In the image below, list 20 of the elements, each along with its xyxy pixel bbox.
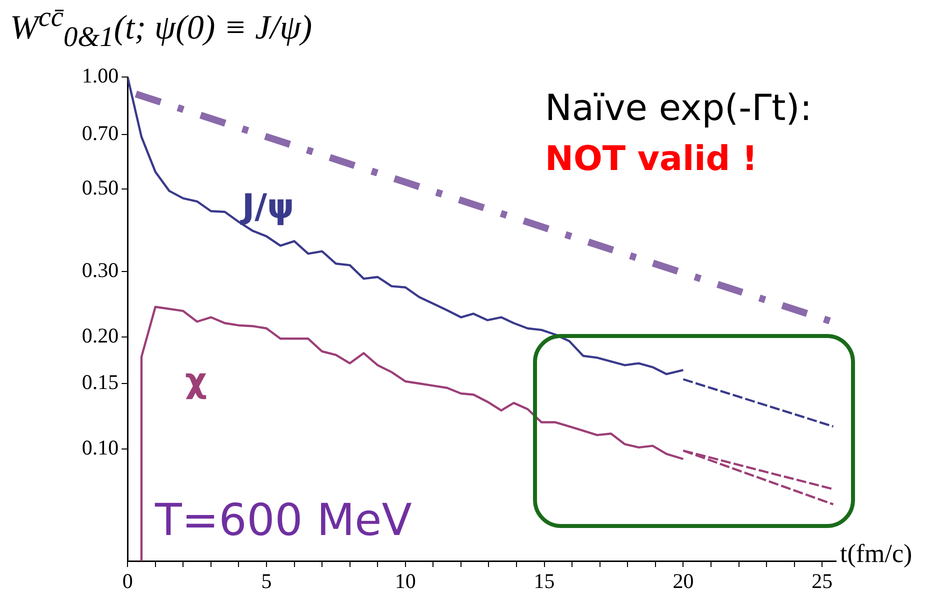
- y-tick-label: 0.20: [82, 324, 119, 348]
- series-label: χ: [185, 361, 207, 401]
- y-tick-label: 0.15: [82, 370, 119, 394]
- x-tick-label: 25: [812, 569, 833, 594]
- x-tick-label: 0: [122, 569, 133, 594]
- y-tick-label: 0.10: [82, 436, 119, 460]
- y-tick-label: 0.70: [82, 121, 119, 146]
- annotation: T=600 MeV: [154, 495, 412, 546]
- x-tick-label: 15: [534, 569, 555, 594]
- x-axis-title: t(fm/c): [840, 538, 912, 568]
- annotation: NOT valid !: [545, 139, 758, 179]
- y-tick-label: 0.30: [82, 258, 119, 282]
- x-tick-label: 10: [394, 569, 416, 594]
- x-tick-label: 5: [261, 569, 272, 594]
- annotation: Naïve exp(-Γt):: [545, 88, 812, 129]
- y-tick-label: 1.00: [82, 64, 119, 88]
- series-label: J/ψ: [240, 187, 294, 227]
- y-axis-title: W$^{cc̄}$$_{0&1}$(t; ψ(0) ≡ J/ψ): [10, 2, 312, 54]
- y-tick-label: 0.50: [82, 176, 119, 200]
- x-tick-label: 20: [672, 569, 694, 594]
